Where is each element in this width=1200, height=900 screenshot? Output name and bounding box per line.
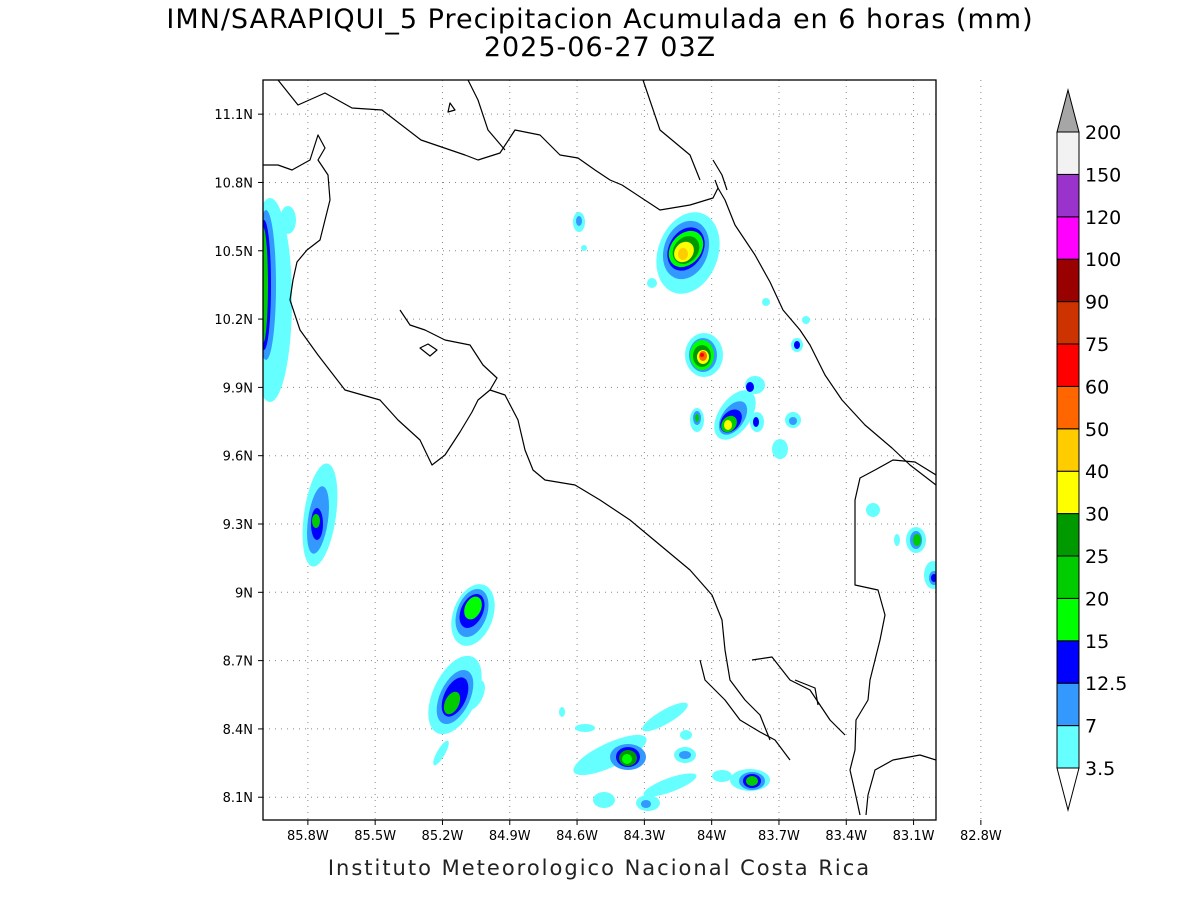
precip-cell bbox=[772, 439, 788, 459]
precip-cell bbox=[894, 534, 900, 546]
precip-cell bbox=[674, 747, 696, 763]
colorbar-swatch bbox=[1056, 343, 1080, 387]
lat-tick-label: 9N bbox=[235, 586, 253, 601]
map-grid bbox=[263, 80, 982, 820]
precip-cell bbox=[791, 338, 803, 352]
colorbar-swatch bbox=[1056, 131, 1080, 175]
lon-tick-label: 83.1W bbox=[893, 829, 935, 844]
lon-tick-label: 84.9W bbox=[489, 829, 531, 844]
precip-cell bbox=[680, 730, 692, 740]
map-title: IMN/SARAPIQUI_5 Precipitacion Acumulada … bbox=[166, 4, 1034, 35]
map-subtitle: 2025-06-27 03Z bbox=[483, 32, 717, 63]
lat-tick-label: 9.9N bbox=[223, 381, 253, 396]
precip-cell bbox=[685, 333, 723, 377]
precip-cell bbox=[647, 278, 657, 288]
coastline bbox=[263, 80, 936, 816]
lon-tick-label: 85.5W bbox=[354, 829, 396, 844]
colorbar-swatch bbox=[1056, 513, 1080, 557]
precip-cell bbox=[581, 245, 587, 251]
precip-cell bbox=[643, 773, 697, 797]
colorbar-label: 150 bbox=[1085, 164, 1121, 186]
precip-cell bbox=[559, 707, 565, 717]
colorbar-swatch bbox=[1056, 216, 1080, 260]
lon-tick-label: 84W bbox=[697, 829, 727, 844]
colorbar-label: 30 bbox=[1085, 504, 1109, 526]
lon-tick-label: 85.8W bbox=[287, 829, 329, 844]
lat-tick-label: 10.2N bbox=[214, 313, 253, 328]
lat-tick-label: 8.7N bbox=[223, 655, 253, 670]
precip-cell bbox=[745, 376, 765, 394]
colorbar-swatch bbox=[1056, 301, 1080, 345]
precip-cell bbox=[762, 298, 770, 306]
precip-cell bbox=[263, 198, 296, 402]
colorbar-label: 100 bbox=[1085, 249, 1121, 271]
precip-cell bbox=[642, 702, 688, 732]
lon-tick-label: 84.3W bbox=[623, 829, 665, 844]
precip-cell bbox=[575, 724, 595, 732]
lon-tick-label: 82.8W bbox=[960, 829, 1002, 844]
colorbar-over-triangle bbox=[1056, 88, 1080, 133]
lat-tick-label: 10.5N bbox=[214, 245, 253, 260]
colorbar-label: 7 bbox=[1085, 716, 1097, 738]
precip-cell bbox=[656, 212, 720, 294]
footer-credit: Instituto Meteorologico Nacional Costa R… bbox=[327, 856, 872, 880]
precip-cell bbox=[428, 655, 485, 766]
precip-cell bbox=[636, 795, 660, 811]
colorbar-swatch bbox=[1056, 640, 1080, 684]
colorbar-label: 25 bbox=[1085, 546, 1109, 568]
lat-tick-label: 10.8N bbox=[214, 176, 253, 191]
precip-cell bbox=[750, 412, 764, 432]
colorbar-label: 50 bbox=[1085, 419, 1109, 441]
longitude-labels: 85.8W 85.5W 85.2W 84.9W 84.6W 84.3W 84W 83.7W 83… bbox=[287, 820, 1002, 844]
colorbar-label: 200 bbox=[1085, 122, 1121, 144]
colorbar-label: 60 bbox=[1085, 376, 1109, 398]
latitude-labels: 11.1N 10.8N 10.5N 10.2N 9.9N 9.6N 9.3N 9N 8.7N 8.… bbox=[214, 108, 263, 806]
colorbar-under-triangle bbox=[1056, 767, 1080, 812]
colorbar-label: 75 bbox=[1085, 334, 1109, 356]
precip-cell bbox=[866, 503, 880, 517]
lon-tick-label: 84.6W bbox=[556, 829, 598, 844]
colorbar-label: 90 bbox=[1085, 292, 1109, 314]
precip-cell bbox=[573, 734, 647, 776]
lat-tick-label: 8.1N bbox=[223, 791, 253, 806]
colorbar-swatch bbox=[1056, 725, 1080, 769]
precip-cell bbox=[690, 408, 704, 432]
precip-cell bbox=[785, 412, 801, 428]
lat-tick-label: 8.4N bbox=[223, 723, 253, 738]
colorbar: 3.5 7 12.5 15 20 25 30 40 50 60 75 90 100 120 150 200 bbox=[1056, 88, 1127, 812]
precip-cell bbox=[573, 212, 585, 232]
colorbar-swatch bbox=[1056, 173, 1080, 218]
map-frame bbox=[262, 79, 937, 821]
colorbar-swatch bbox=[1056, 555, 1080, 599]
colorbar-swatch bbox=[1056, 597, 1080, 642]
lon-tick-label: 83.7W bbox=[758, 829, 800, 844]
precip-cell bbox=[924, 561, 936, 589]
colorbar-label: 3.5 bbox=[1085, 758, 1115, 780]
precip-cell bbox=[712, 770, 732, 782]
precip-cell bbox=[302, 463, 338, 567]
colorbar-swatch bbox=[1056, 385, 1080, 430]
precipitation-field bbox=[263, 198, 936, 811]
lat-tick-label: 9.3N bbox=[223, 518, 253, 533]
precip-cell bbox=[802, 316, 810, 324]
precip-cell bbox=[906, 527, 926, 553]
colorbar-swatch bbox=[1056, 470, 1080, 515]
colorbar-label: 12.5 bbox=[1085, 673, 1127, 695]
colorbar-label: 120 bbox=[1085, 207, 1121, 229]
lon-tick-label: 83.4W bbox=[825, 829, 867, 844]
precip-cell bbox=[451, 584, 495, 646]
lat-tick-label: 11.1N bbox=[214, 108, 253, 123]
precip-cell bbox=[593, 792, 615, 808]
colorbar-label: 15 bbox=[1085, 631, 1109, 653]
lon-tick-label: 85.2W bbox=[422, 829, 464, 844]
lat-tick-label: 9.6N bbox=[223, 450, 253, 465]
colorbar-swatch bbox=[1056, 428, 1080, 472]
colorbar-label: 40 bbox=[1085, 461, 1109, 483]
colorbar-label: 20 bbox=[1085, 588, 1109, 610]
precip-cell bbox=[730, 769, 770, 791]
colorbar-swatch bbox=[1056, 682, 1080, 727]
precip-cell bbox=[714, 390, 756, 440]
colorbar-swatch bbox=[1056, 258, 1080, 303]
